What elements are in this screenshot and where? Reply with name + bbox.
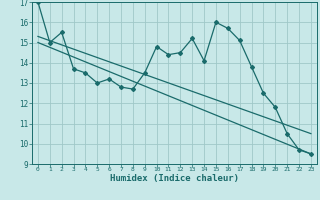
X-axis label: Humidex (Indice chaleur): Humidex (Indice chaleur): [110, 174, 239, 183]
